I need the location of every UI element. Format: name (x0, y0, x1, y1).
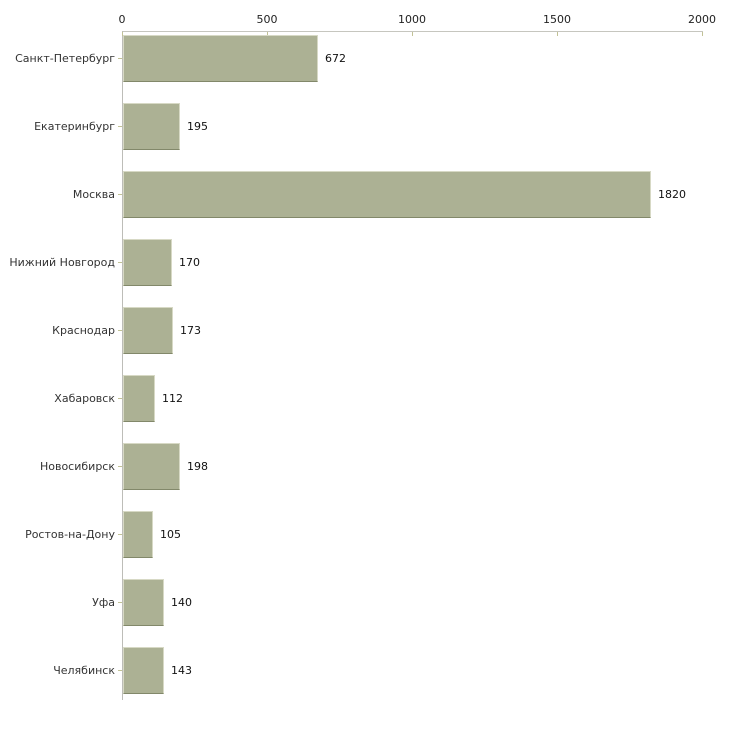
category-label: Москва (72, 188, 115, 201)
y-tick-mark (118, 58, 122, 59)
bar (123, 375, 155, 422)
bar (123, 579, 164, 626)
chart-row: Ростов-на-Дону 105 (0, 507, 730, 575)
category-label: Челябинск (53, 664, 115, 677)
y-tick-mark (118, 262, 122, 263)
bar (123, 35, 318, 82)
value-label: 143 (171, 664, 192, 677)
chart-row: Москва 1820 (0, 167, 730, 235)
chart-row: Екатеринбург 195 (0, 99, 730, 167)
chart-row: Челябинск 143 (0, 643, 730, 711)
bar (123, 103, 180, 150)
bar (123, 511, 153, 558)
value-label: 195 (187, 120, 208, 133)
value-label: 140 (171, 596, 192, 609)
y-axis-line (122, 31, 123, 700)
y-tick-mark (118, 670, 122, 671)
y-tick-mark (118, 126, 122, 127)
y-tick-mark (118, 194, 122, 195)
category-label: Екатеринбург (34, 120, 115, 133)
chart-row: Новосибирск 198 (0, 439, 730, 507)
x-tick-label: 2000 (688, 13, 716, 26)
x-tick-label: 1500 (543, 13, 571, 26)
category-label: Санкт-Петербург (15, 52, 115, 65)
category-label: Хабаровск (54, 392, 115, 405)
y-tick-mark (118, 330, 122, 331)
bar (123, 239, 172, 286)
category-label: Краснодар (52, 324, 115, 337)
value-label: 672 (325, 52, 346, 65)
y-tick-mark (118, 534, 122, 535)
bar (123, 171, 651, 218)
value-label: 173 (180, 324, 201, 337)
chart-row: Краснодар 173 (0, 303, 730, 371)
category-label: Ростов-на-Дону (25, 528, 115, 541)
y-tick-mark (118, 602, 122, 603)
chart-row: Нижний Новгород 170 (0, 235, 730, 303)
y-tick-mark (118, 466, 122, 467)
chart-row: Уфа 140 (0, 575, 730, 643)
chart-row: Хабаровск 112 (0, 371, 730, 439)
category-label: Новосибирск (39, 460, 115, 473)
value-label: 105 (160, 528, 181, 541)
value-label: 1820 (658, 188, 686, 201)
x-tick-mark (412, 32, 413, 36)
category-label: Нижний Новгород (9, 256, 115, 269)
value-label: 198 (187, 460, 208, 473)
x-tick-label: 0 (118, 13, 126, 26)
x-tick-mark (702, 32, 703, 36)
x-tick-mark (267, 32, 268, 36)
value-label: 170 (179, 256, 200, 269)
bar (123, 443, 180, 490)
x-tick-label: 1000 (398, 13, 426, 26)
y-tick-mark (118, 398, 122, 399)
bar (123, 307, 173, 354)
bar (123, 647, 164, 694)
x-tick-mark (122, 32, 123, 36)
x-axis-line (122, 31, 703, 32)
chart-row: Санкт-Петербург 672 (0, 31, 730, 99)
value-label: 112 (162, 392, 183, 405)
category-label: Уфа (92, 596, 115, 609)
x-tick-mark (557, 32, 558, 36)
x-tick-label: 500 (256, 13, 278, 26)
